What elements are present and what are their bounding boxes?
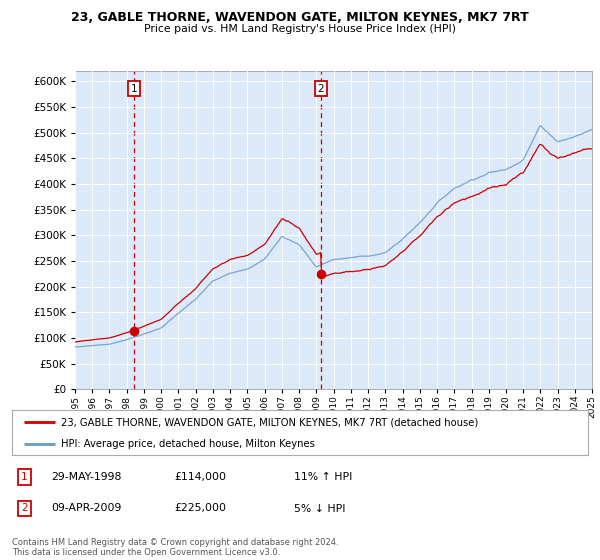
Text: 2: 2 — [21, 503, 28, 514]
Point — [316, 269, 326, 278]
Text: 23, GABLE THORNE, WAVENDON GATE, MILTON KEYNES, MK7 7RT: 23, GABLE THORNE, WAVENDON GATE, MILTON … — [71, 11, 529, 24]
Text: 29-MAY-1998: 29-MAY-1998 — [51, 472, 121, 482]
Text: 5% ↓ HPI: 5% ↓ HPI — [294, 503, 346, 514]
Text: £114,000: £114,000 — [174, 472, 226, 482]
Text: 23, GABLE THORNE, WAVENDON GATE, MILTON KEYNES, MK7 7RT (detached house): 23, GABLE THORNE, WAVENDON GATE, MILTON … — [61, 417, 478, 427]
Text: Contains HM Land Registry data © Crown copyright and database right 2024.
This d: Contains HM Land Registry data © Crown c… — [12, 538, 338, 557]
Text: 11% ↑ HPI: 11% ↑ HPI — [294, 472, 352, 482]
Text: 1: 1 — [130, 83, 137, 94]
Text: Price paid vs. HM Land Registry's House Price Index (HPI): Price paid vs. HM Land Registry's House … — [144, 24, 456, 34]
Text: £225,000: £225,000 — [174, 503, 226, 514]
Text: 1: 1 — [21, 472, 28, 482]
Text: 2: 2 — [318, 83, 325, 94]
Text: 09-APR-2009: 09-APR-2009 — [51, 503, 121, 514]
Point — [129, 326, 139, 335]
Text: HPI: Average price, detached house, Milton Keynes: HPI: Average price, detached house, Milt… — [61, 438, 315, 449]
